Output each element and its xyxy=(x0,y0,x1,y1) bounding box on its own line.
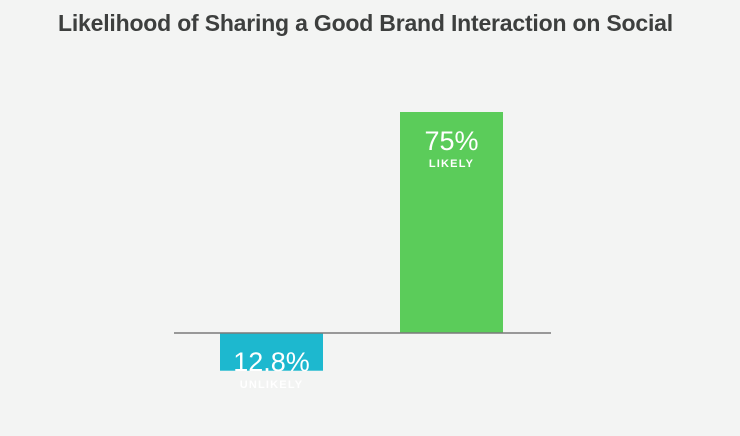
bar-unlikely xyxy=(220,333,323,371)
value-label-likely: 75% xyxy=(424,126,478,156)
category-label-likely: LIKELY xyxy=(429,158,474,170)
value-label-unlikely: 12.8% xyxy=(233,347,310,377)
chart-title: Likelihood of Sharing a Good Brand Inter… xyxy=(58,10,673,36)
category-label-unlikely: UNLIKELY xyxy=(240,379,304,391)
bar-likely xyxy=(400,112,503,333)
